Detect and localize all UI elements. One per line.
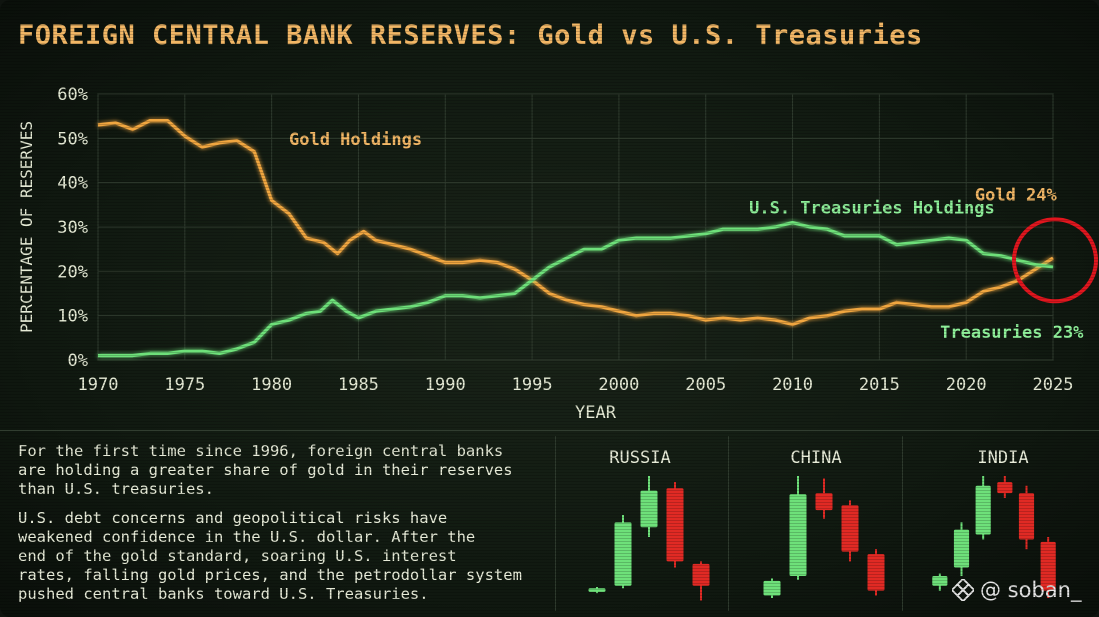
- candle-body: [841, 505, 859, 552]
- x-axis-label: YEAR: [575, 403, 617, 423]
- y-tick-label: 20%: [57, 262, 88, 282]
- y-tick-label: 40%: [57, 174, 88, 194]
- description-line: U.S. debt concerns and geopolitical risk…: [18, 509, 448, 527]
- x-tick-label: 2020: [946, 375, 987, 395]
- description-line: weakened confidence in the U.S. dollar. …: [18, 528, 476, 546]
- description-line: rates, falling gold prices, and the petr…: [18, 566, 522, 584]
- y-tick-label: 60%: [57, 85, 88, 105]
- description-line: For the first time since 1996, foreign c…: [18, 442, 504, 460]
- chart-title: FOREIGN CENTRAL BANK RESERVES: Gold vs U…: [18, 20, 923, 51]
- line-chart: 1970 1975 1980 1985 1990 1995 2000 2005 2010 2015…: [17, 85, 1098, 423]
- x-tick-label: 1990: [425, 375, 466, 395]
- x-tick-label: 2000: [598, 375, 639, 395]
- candle-body: [640, 490, 658, 528]
- series-line: [97, 119, 1054, 327]
- panel-divider: [728, 436, 729, 611]
- annotation-label: Treasuries 23%: [940, 323, 1084, 343]
- candle-body: [614, 522, 632, 586]
- candle-body: [975, 485, 991, 535]
- description-line: than U.S. treasuries.: [18, 480, 214, 498]
- candlestick-china: [763, 476, 885, 598]
- section-divider: [0, 430, 1099, 431]
- candle-body: [997, 482, 1013, 494]
- series-line: [98, 221, 1054, 358]
- candle-body: [692, 563, 710, 586]
- candle-body: [867, 554, 885, 591]
- description-paragraph-1: For the first time since 1996, foreign c…: [18, 442, 548, 499]
- candle-body: [1040, 541, 1056, 591]
- candle-body: [953, 529, 970, 568]
- watermark: @ soban_: [952, 578, 1081, 602]
- x-tick-label: 2015: [859, 375, 900, 395]
- x-tick-label: 1975: [164, 375, 205, 395]
- candle-body: [763, 580, 781, 596]
- description-line: are holding a greater share of gold in t…: [18, 461, 513, 479]
- panel-title-china: CHINA: [790, 448, 842, 468]
- description-paragraph-2: U.S. debt concerns and geopolitical risk…: [18, 509, 548, 604]
- description-line: end of the gold standard, soaring U.S. i…: [18, 547, 457, 565]
- y-axis-label: PERCENTAGE OF RESERVES: [17, 121, 36, 333]
- highlight-circle: [1012, 217, 1098, 304]
- candlestick-india: [932, 476, 1056, 598]
- y-tick-label: 30%: [57, 218, 88, 238]
- x-tick-label: 1970: [78, 375, 119, 395]
- x-tick-label: 1980: [251, 375, 292, 395]
- panel-divider: [902, 436, 903, 611]
- candle-body: [1018, 493, 1035, 540]
- y-tick-label: 0%: [68, 351, 88, 371]
- candle-body: [815, 493, 833, 511]
- y-tick-label: 50%: [57, 129, 88, 149]
- panel-divider: [555, 436, 556, 611]
- candle-body: [666, 488, 684, 562]
- candle-body: [932, 576, 948, 586]
- x-tick-label: 2025: [1033, 375, 1074, 395]
- candlestick-russia: [588, 476, 710, 601]
- candle-body: [588, 588, 606, 592]
- annotation-label: U.S. Treasuries Holdings: [749, 199, 995, 219]
- watermark-text: @ soban_: [980, 578, 1082, 602]
- x-tick-label: 1995: [512, 375, 553, 395]
- x-tick-label: 1985: [338, 375, 379, 395]
- diamond-logo-icon: [952, 579, 974, 601]
- x-tick-label: 2010: [772, 375, 813, 395]
- annotation-label: Gold 24%: [975, 185, 1058, 205]
- annotation-label: Gold Holdings: [289, 130, 422, 150]
- y-tick-label: 10%: [57, 307, 88, 327]
- panel-title-india: INDIA: [977, 448, 1029, 468]
- x-tick-label: 2005: [685, 375, 726, 395]
- panel-title-russia: RUSSIA: [609, 448, 671, 468]
- description-line: pushed central banks toward U.S. Treasur…: [18, 585, 429, 603]
- candle-body: [789, 494, 807, 577]
